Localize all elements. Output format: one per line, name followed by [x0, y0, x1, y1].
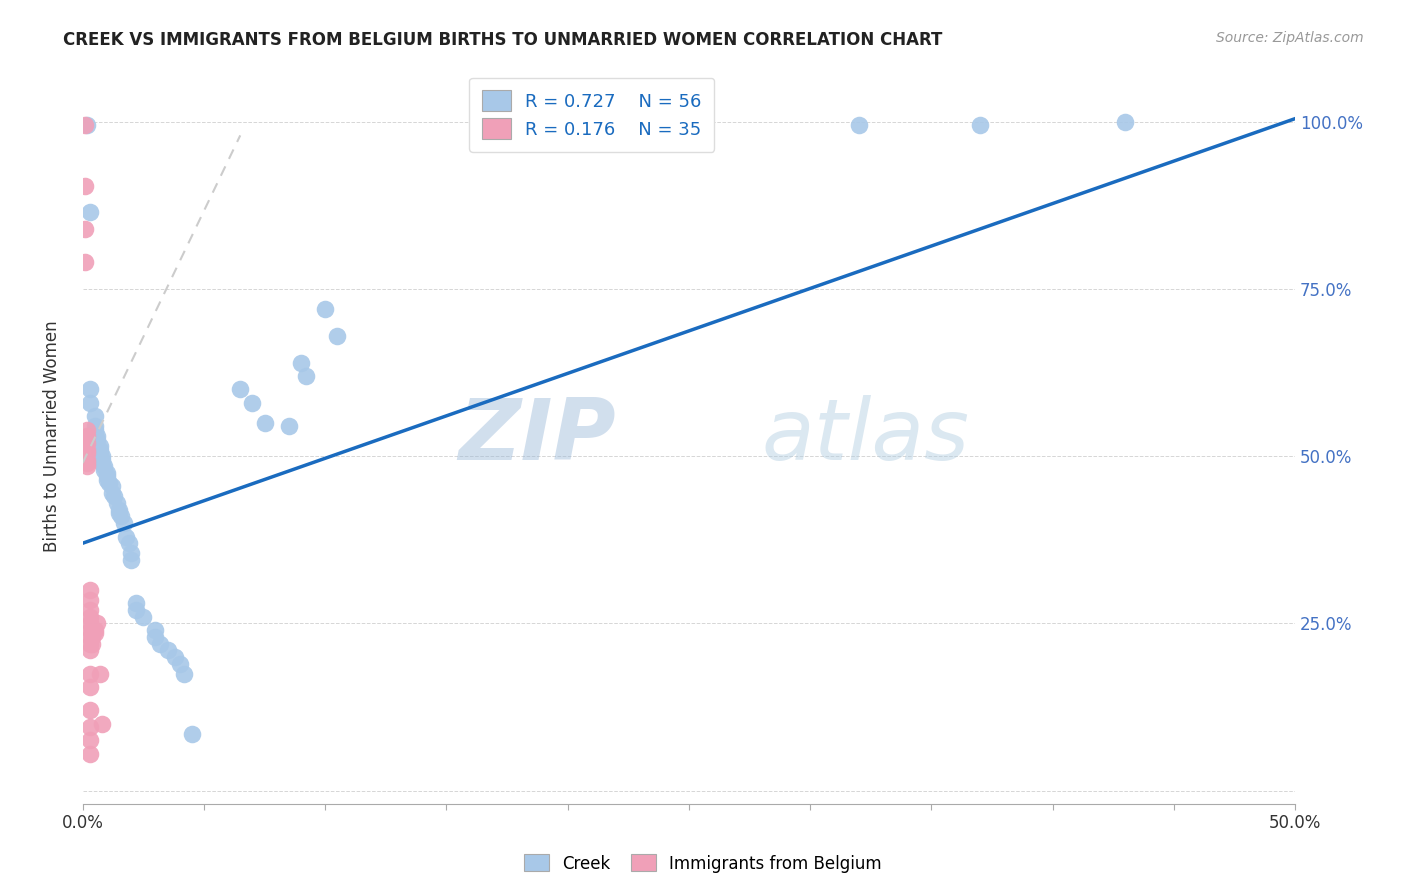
- Point: [82, 623, 104, 637]
- Point: [79, 666, 101, 681]
- Point: [91, 450, 114, 464]
- Point: [229, 383, 252, 397]
- Point: [91, 716, 114, 731]
- Point: [91, 452, 114, 467]
- Point: [98, 476, 121, 491]
- Point: [86, 616, 108, 631]
- Point: [79, 747, 101, 761]
- Point: [76, 459, 98, 474]
- Point: [156, 643, 179, 657]
- Y-axis label: Births to Unmarried Women: Births to Unmarried Women: [44, 320, 60, 552]
- Point: [79, 582, 101, 597]
- Point: [326, 329, 349, 343]
- Point: [83, 409, 105, 424]
- Legend: Creek, Immigrants from Belgium: Creek, Immigrants from Belgium: [517, 847, 889, 880]
- Point: [93, 463, 115, 477]
- Point: [253, 416, 276, 430]
- Point: [96, 466, 118, 480]
- Point: [105, 496, 128, 510]
- Point: [75, 255, 97, 269]
- Point: [82, 636, 104, 650]
- Point: [149, 636, 172, 650]
- Point: [83, 425, 105, 440]
- Point: [83, 419, 105, 434]
- Point: [89, 439, 111, 453]
- Point: [96, 473, 118, 487]
- Point: [75, 119, 97, 133]
- Point: [120, 553, 142, 567]
- Point: [110, 509, 132, 524]
- Point: [290, 356, 312, 370]
- Point: [76, 442, 98, 457]
- Point: [145, 630, 167, 644]
- Point: [848, 119, 870, 133]
- Point: [79, 733, 101, 747]
- Point: [1114, 115, 1136, 129]
- Point: [79, 616, 101, 631]
- Point: [86, 433, 108, 447]
- Point: [75, 178, 97, 193]
- Point: [79, 636, 101, 650]
- Point: [79, 593, 101, 607]
- Point: [120, 546, 142, 560]
- Point: [132, 609, 155, 624]
- Point: [79, 603, 101, 617]
- Point: [79, 680, 101, 694]
- Point: [173, 666, 195, 681]
- Point: [294, 369, 316, 384]
- Legend: R = 0.727    N = 56, R = 0.176    N = 35: R = 0.727 N = 56, R = 0.176 N = 35: [470, 78, 714, 152]
- Point: [969, 119, 991, 133]
- Point: [118, 536, 141, 550]
- Point: [277, 419, 299, 434]
- Point: [112, 516, 135, 531]
- Point: [100, 479, 122, 493]
- Text: Source: ZipAtlas.com: Source: ZipAtlas.com: [1216, 31, 1364, 45]
- Point: [76, 436, 98, 450]
- Point: [83, 626, 105, 640]
- Point: [83, 623, 105, 637]
- Point: [76, 446, 98, 460]
- Point: [163, 649, 186, 664]
- Point: [145, 623, 167, 637]
- Point: [314, 302, 336, 317]
- Point: [125, 596, 148, 610]
- Point: [76, 423, 98, 437]
- Point: [108, 506, 131, 520]
- Point: [76, 119, 98, 133]
- Point: [96, 469, 118, 483]
- Point: [82, 630, 104, 644]
- Point: [125, 603, 148, 617]
- Point: [169, 657, 191, 671]
- Point: [89, 446, 111, 460]
- Point: [79, 205, 101, 219]
- Point: [86, 429, 108, 443]
- Point: [108, 503, 131, 517]
- Point: [115, 530, 138, 544]
- Text: atlas: atlas: [762, 395, 970, 478]
- Point: [76, 429, 98, 443]
- Point: [103, 490, 125, 504]
- Point: [79, 703, 101, 717]
- Point: [89, 442, 111, 457]
- Text: CREEK VS IMMIGRANTS FROM BELGIUM BIRTHS TO UNMARRIED WOMEN CORRELATION CHART: CREEK VS IMMIGRANTS FROM BELGIUM BIRTHS …: [63, 31, 942, 49]
- Point: [242, 396, 264, 410]
- Point: [79, 623, 101, 637]
- Point: [79, 396, 101, 410]
- Point: [100, 486, 122, 500]
- Point: [79, 720, 101, 734]
- Point: [75, 222, 97, 236]
- Point: [79, 609, 101, 624]
- Point: [79, 383, 101, 397]
- Point: [76, 456, 98, 470]
- Point: [79, 630, 101, 644]
- Point: [89, 666, 111, 681]
- Point: [79, 643, 101, 657]
- Point: [93, 459, 115, 474]
- Text: ZIP: ZIP: [458, 395, 616, 478]
- Point: [76, 452, 98, 467]
- Point: [180, 727, 202, 741]
- Point: [91, 456, 114, 470]
- Point: [83, 423, 105, 437]
